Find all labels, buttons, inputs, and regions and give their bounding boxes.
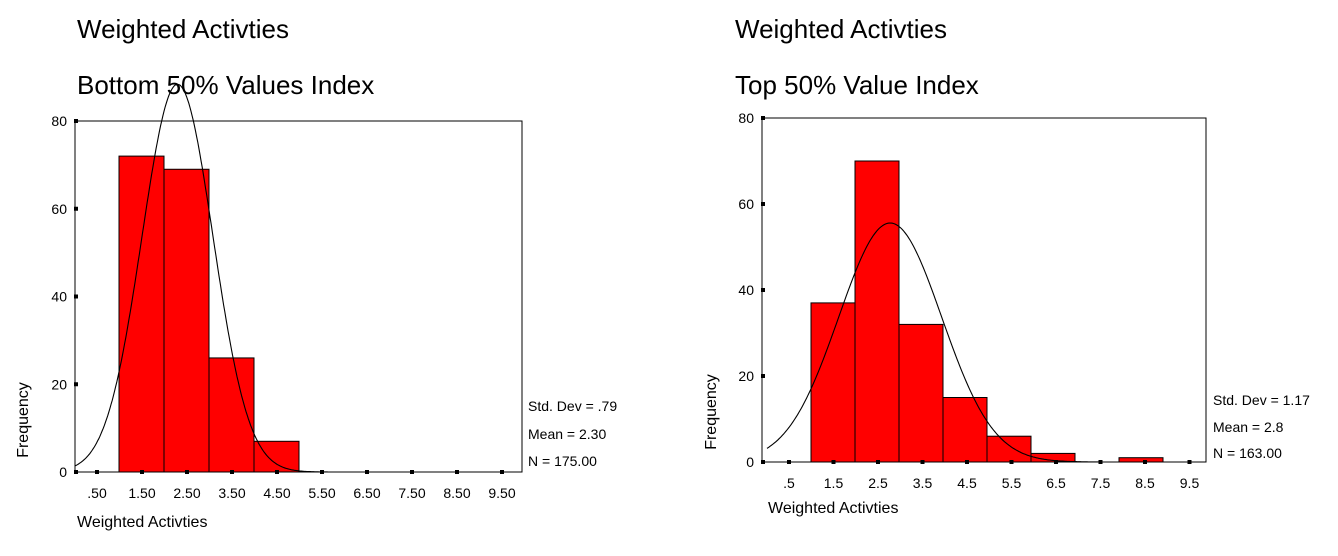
x-tick-label: 4.50 xyxy=(263,485,290,501)
stats-label: Mean = 2.30 xyxy=(528,426,606,442)
x-axis-label: Weighted Activties xyxy=(768,500,898,517)
x-tick-mark xyxy=(95,470,99,474)
y-tick-mark xyxy=(74,470,78,474)
histogram-bar xyxy=(854,160,900,463)
x-tick-mark xyxy=(455,470,459,474)
y-axis-label: Frequency xyxy=(703,374,720,450)
stats-label: Std. Dev = .79 xyxy=(528,398,617,414)
x-tick-label: 2.50 xyxy=(173,485,200,501)
x-tick-mark xyxy=(410,470,414,474)
x-tick-label: 8.5 xyxy=(1135,475,1155,491)
y-tick-label: 20 xyxy=(51,376,67,392)
x-tick-mark xyxy=(1187,460,1192,464)
y-tick-mark xyxy=(761,116,765,120)
histogram-bar xyxy=(163,168,210,473)
x-tick-mark xyxy=(1098,460,1103,464)
x-tick-mark xyxy=(876,460,880,464)
y-tick-label: 0 xyxy=(59,464,67,480)
x-tick-label: 6.50 xyxy=(353,485,380,501)
x-tick-mark xyxy=(140,470,144,474)
y-tick-label: 20 xyxy=(738,368,754,384)
histogram-bar xyxy=(118,155,165,473)
histogram-bar xyxy=(986,435,1032,463)
y-tick-mark xyxy=(74,119,78,123)
y-tick-label: 40 xyxy=(51,289,67,305)
histogram-bar xyxy=(898,323,944,463)
x-tick-mark xyxy=(500,470,504,474)
x-tick-mark xyxy=(920,460,925,464)
x-tick-label: 9.5 xyxy=(1180,475,1200,491)
x-tick-mark xyxy=(831,460,836,464)
chart-subtitle: Bottom 50% Values Index xyxy=(77,70,374,100)
normal-curve xyxy=(766,222,1206,463)
chart-title: Weighted Activties xyxy=(77,14,289,44)
y-tick-mark xyxy=(74,206,78,211)
stats-label: Std. Dev = 1.17 xyxy=(1213,392,1310,408)
chart-subtitle: Top 50% Value Index xyxy=(735,70,979,100)
y-tick-mark xyxy=(74,382,78,387)
histogram-bar xyxy=(1118,457,1164,463)
x-tick-label: 5.5 xyxy=(1002,475,1022,491)
x-tick-label: 6.5 xyxy=(1046,475,1066,491)
y-tick-mark xyxy=(761,460,765,464)
stats-label: N = 163.00 xyxy=(1213,445,1282,461)
y-tick-label: 60 xyxy=(738,196,754,212)
stats-label: N = 175.00 xyxy=(528,453,597,469)
x-tick-label: .50 xyxy=(87,485,107,501)
x-tick-mark xyxy=(185,470,189,474)
x-tick-mark xyxy=(1009,460,1014,464)
histogram-bar xyxy=(942,397,988,463)
normal-curve xyxy=(74,83,522,473)
y-tick-mark xyxy=(761,202,765,206)
x-tick-label: 5.50 xyxy=(308,485,335,501)
x-tick-mark xyxy=(230,470,234,474)
x-tick-label: 9.50 xyxy=(488,485,515,501)
x-tick-label: 7.5 xyxy=(1091,475,1111,491)
x-tick-mark xyxy=(275,470,279,474)
x-tick-label: 3.50 xyxy=(218,485,245,501)
stats-label: Mean = 2.8 xyxy=(1213,419,1284,435)
x-tick-mark xyxy=(965,460,969,464)
x-tick-label: 1.50 xyxy=(128,485,155,501)
x-tick-label: 1.5 xyxy=(824,475,844,491)
x-tick-label: 3.5 xyxy=(913,475,933,491)
y-tick-mark xyxy=(74,294,78,299)
x-tick-label: .5 xyxy=(783,475,795,491)
y-tick-label: 40 xyxy=(738,282,754,298)
x-tick-mark xyxy=(320,470,324,474)
x-tick-label: 7.50 xyxy=(398,485,425,501)
y-tick-label: 80 xyxy=(51,113,67,129)
y-axis-label: Frequency xyxy=(15,382,32,458)
histogram-bar xyxy=(1030,452,1076,463)
x-tick-label: 4.5 xyxy=(957,475,977,491)
chart-title: Weighted Activties xyxy=(735,14,947,44)
x-tick-label: 8.50 xyxy=(443,485,470,501)
histogram-bar xyxy=(810,302,856,463)
x-tick-mark xyxy=(1143,460,1147,464)
y-tick-label: 0 xyxy=(746,454,754,470)
y-tick-mark xyxy=(761,288,765,292)
x-axis-label: Weighted Activties xyxy=(77,514,207,531)
x-tick-mark xyxy=(1054,460,1058,464)
x-tick-label: 2.5 xyxy=(868,475,888,491)
x-tick-mark xyxy=(787,460,791,464)
y-tick-mark xyxy=(761,374,765,378)
y-tick-label: 60 xyxy=(51,201,67,217)
x-tick-mark xyxy=(365,470,369,474)
y-tick-label: 80 xyxy=(738,110,754,126)
